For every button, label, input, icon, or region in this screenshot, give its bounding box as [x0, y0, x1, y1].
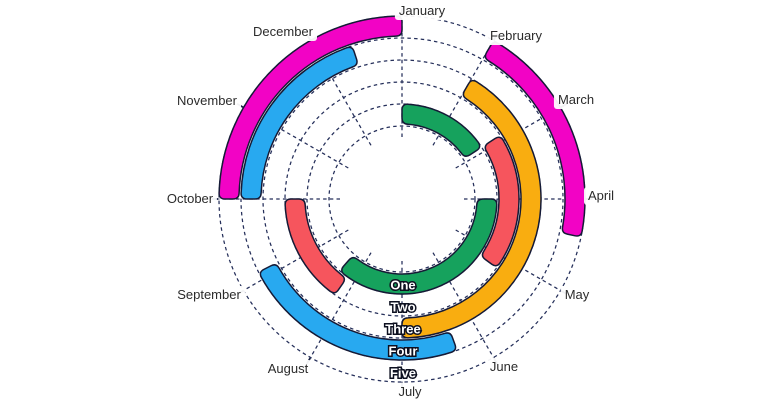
month-label-september: September [173, 286, 245, 304]
month-label-february: February [485, 27, 547, 45]
ring-label-three: Three [385, 322, 420, 337]
month-label-march: March [553, 91, 599, 109]
month-label-june: June [485, 358, 523, 376]
arc-segment-three-1[interactable] [401, 79, 542, 339]
month-label-july: July [394, 383, 426, 401]
month-label-december: December [249, 23, 317, 41]
month-label-november: November [173, 92, 241, 110]
arc-segment-two-1[interactable] [481, 136, 520, 267]
arc-segment-four-1[interactable] [259, 264, 457, 361]
ring-label-two: Two [390, 300, 415, 315]
month-label-january: January [394, 2, 450, 20]
ring-label-five: Five [390, 366, 416, 381]
arc-segment-two-2[interactable] [284, 198, 346, 294]
grid-circle-4 [240, 37, 564, 361]
ring-label-four: Four [389, 344, 418, 359]
month-label-october: October [162, 190, 218, 208]
month-label-april: April [583, 187, 619, 205]
arc-segment-one-2[interactable] [341, 198, 498, 295]
arc-segment-five-1[interactable] [218, 15, 403, 200]
grid-circle-0 [328, 125, 476, 273]
arc-segment-five-2[interactable] [484, 41, 586, 237]
grid-spoke-september [243, 229, 349, 292]
arc-segment-one-1[interactable] [401, 103, 481, 157]
arc-segment-four-2[interactable] [240, 46, 358, 200]
month-label-may: May [560, 286, 594, 304]
month-label-august: August [263, 360, 313, 378]
ring-label-one: One [390, 278, 415, 293]
